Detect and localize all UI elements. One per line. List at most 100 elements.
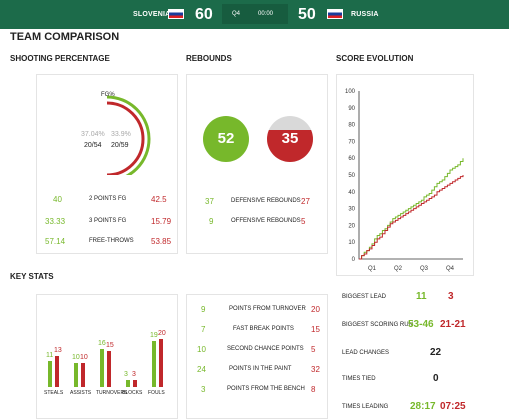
home-value: 53-46 (408, 319, 434, 330)
away-value: 07:25 (440, 401, 466, 412)
away-value: 20 (311, 305, 320, 314)
score-evolution-title: SCORE EVOLUTION (336, 54, 414, 63)
row-label: FREE-THROWS (89, 238, 134, 244)
away-value: 27 (301, 197, 310, 206)
row-label: 2 POINTS FG (89, 196, 127, 202)
away-stat-label: 20 (158, 330, 166, 337)
away-value: 21-21 (440, 319, 466, 330)
home-value: 37 (205, 197, 214, 206)
away-value: 32 (311, 365, 320, 374)
key-stats-title: KEY STATS (10, 272, 54, 281)
home-score: 60 (195, 6, 213, 23)
home-value: 7 (201, 325, 206, 334)
home-fg-made: 20/54 (84, 142, 102, 149)
home-stat-label: 19 (150, 332, 158, 340)
away-stat-bar (133, 379, 137, 387)
home-value: 9 (209, 217, 214, 226)
fg-arc-chart (106, 95, 151, 175)
rebounds-title: REBOUNDS (186, 54, 232, 63)
y-tick-label: 70 (348, 139, 355, 145)
away-score: 50 (298, 6, 316, 23)
page-title: TEAM COMPARISON (10, 31, 120, 43)
x-tick-label: Q1 (368, 266, 377, 272)
shooting-panel: FG% 37.04% 33.9% 20/54 20/59 40 2 POINTS… (36, 74, 178, 254)
away-value: 5 (301, 217, 306, 226)
row-label: FAST BREAK POINTS (233, 326, 294, 332)
shooting-title: SHOOTING PERCENTAGE (10, 54, 110, 63)
stat-category-label: ASSISTS (70, 390, 92, 396)
home-fg-arc (106, 95, 151, 175)
away-stat-bar (107, 351, 111, 387)
summary-label: BIGGEST SCORING RUN (342, 322, 413, 328)
rebounds-panel: 52 35 37 DEFENSIVE REBOUNDS 27 9 OFFENSI… (186, 74, 328, 254)
row-label: SECOND CHANCE POINTS (227, 346, 304, 352)
home-value: 10 (197, 345, 206, 354)
x-tick-label: Q2 (394, 266, 403, 272)
home-stat-bar (48, 360, 52, 387)
away-stat-bar (55, 355, 59, 387)
row-label: POINTS FROM TURNOVER (229, 306, 306, 312)
home-stat-label: 11 (46, 351, 54, 359)
away-value: 15 (311, 325, 320, 334)
y-tick-label: 40 (348, 190, 355, 196)
home-value: 33.33 (45, 217, 66, 226)
row-label: DEFENSIVE REBOUNDS (231, 198, 301, 204)
away-team-name: RUSSIA (351, 11, 379, 18)
away-stat-label: 15 (106, 342, 114, 349)
stat-category-label: FOULS (148, 390, 165, 396)
home-value: 24 (197, 365, 206, 374)
home-stat-label: 16 (98, 339, 106, 347)
home-value: 11 (416, 291, 427, 302)
home-stat-bar (126, 379, 130, 387)
lead-changes-value: 22 (430, 347, 442, 358)
summary-label: TIMES LEADING (342, 404, 389, 410)
away-fg-pct: 33.9% (111, 131, 131, 138)
home-value: 3 (201, 385, 206, 394)
russia-flag-icon (327, 9, 343, 19)
away-stat-bar (81, 363, 85, 387)
away-value: 42.5 (151, 195, 167, 204)
home-score-line (359, 158, 464, 260)
summary-label: BIGGEST LEAD (342, 294, 386, 300)
y-tick-label: 20 (348, 223, 355, 229)
clock-label: 00:00 (258, 11, 274, 17)
home-team-name: SLOVENIA (133, 11, 171, 18)
away-fg-arc (106, 101, 145, 175)
y-tick-label: 0 (352, 257, 356, 263)
y-tick-label: 90 (348, 106, 355, 112)
home-stat-label: 3 (124, 370, 128, 378)
x-tick-label: Q4 (446, 266, 455, 272)
away-rebounds-circle: 35 (267, 116, 313, 162)
summary-label: LEAD CHANGES (342, 350, 390, 356)
period-label: Q4 (232, 11, 241, 17)
points-panel: 9 POINTS FROM TURNOVER 20 7 FAST BREAK P… (186, 294, 328, 419)
away-stat-label: 10 (80, 354, 88, 361)
away-value: 53.85 (151, 237, 172, 246)
home-value: 57.14 (45, 237, 66, 246)
row-label: OFFENSIVE REBOUNDS (231, 218, 301, 224)
score-evolution-panel: 100 90 80 70 60 50 40 30 20 10 0 Q1 Q2 Q3 Q4 (336, 74, 474, 276)
home-value: 9 (201, 305, 206, 314)
row-label: POINTS FROM THE BENCH (227, 386, 305, 392)
away-fg-made: 20/59 (111, 142, 129, 149)
home-stat-bar (74, 363, 78, 387)
stat-category-label: TURNOVERS (96, 390, 128, 396)
y-tick-label: 80 (348, 123, 355, 129)
y-tick-label: 50 (348, 173, 355, 179)
away-value: 15.79 (151, 217, 172, 226)
stat-category-label: STEALS (44, 390, 64, 396)
y-tick-label: 30 (348, 207, 355, 213)
slovenia-flag-icon (168, 9, 184, 19)
home-value: 28:17 (410, 401, 436, 412)
x-tick-label: Q3 (420, 266, 429, 272)
home-rebounds-circle: 52 (203, 116, 249, 162)
home-stat-label: 10 (72, 354, 80, 361)
summary-label: TIMES TIED (342, 376, 376, 382)
fg-label: FG% (101, 92, 115, 98)
y-tick-label: 10 (348, 240, 355, 246)
away-stat-label: 3 (132, 370, 136, 378)
home-stat-bar (100, 348, 104, 387)
y-tick-label: 60 (348, 156, 355, 162)
key-stats-panel: 11 13 STEALS 10 10 ASSISTS 16 15 TURNOVERS 3 3 BLOC… (36, 294, 178, 419)
